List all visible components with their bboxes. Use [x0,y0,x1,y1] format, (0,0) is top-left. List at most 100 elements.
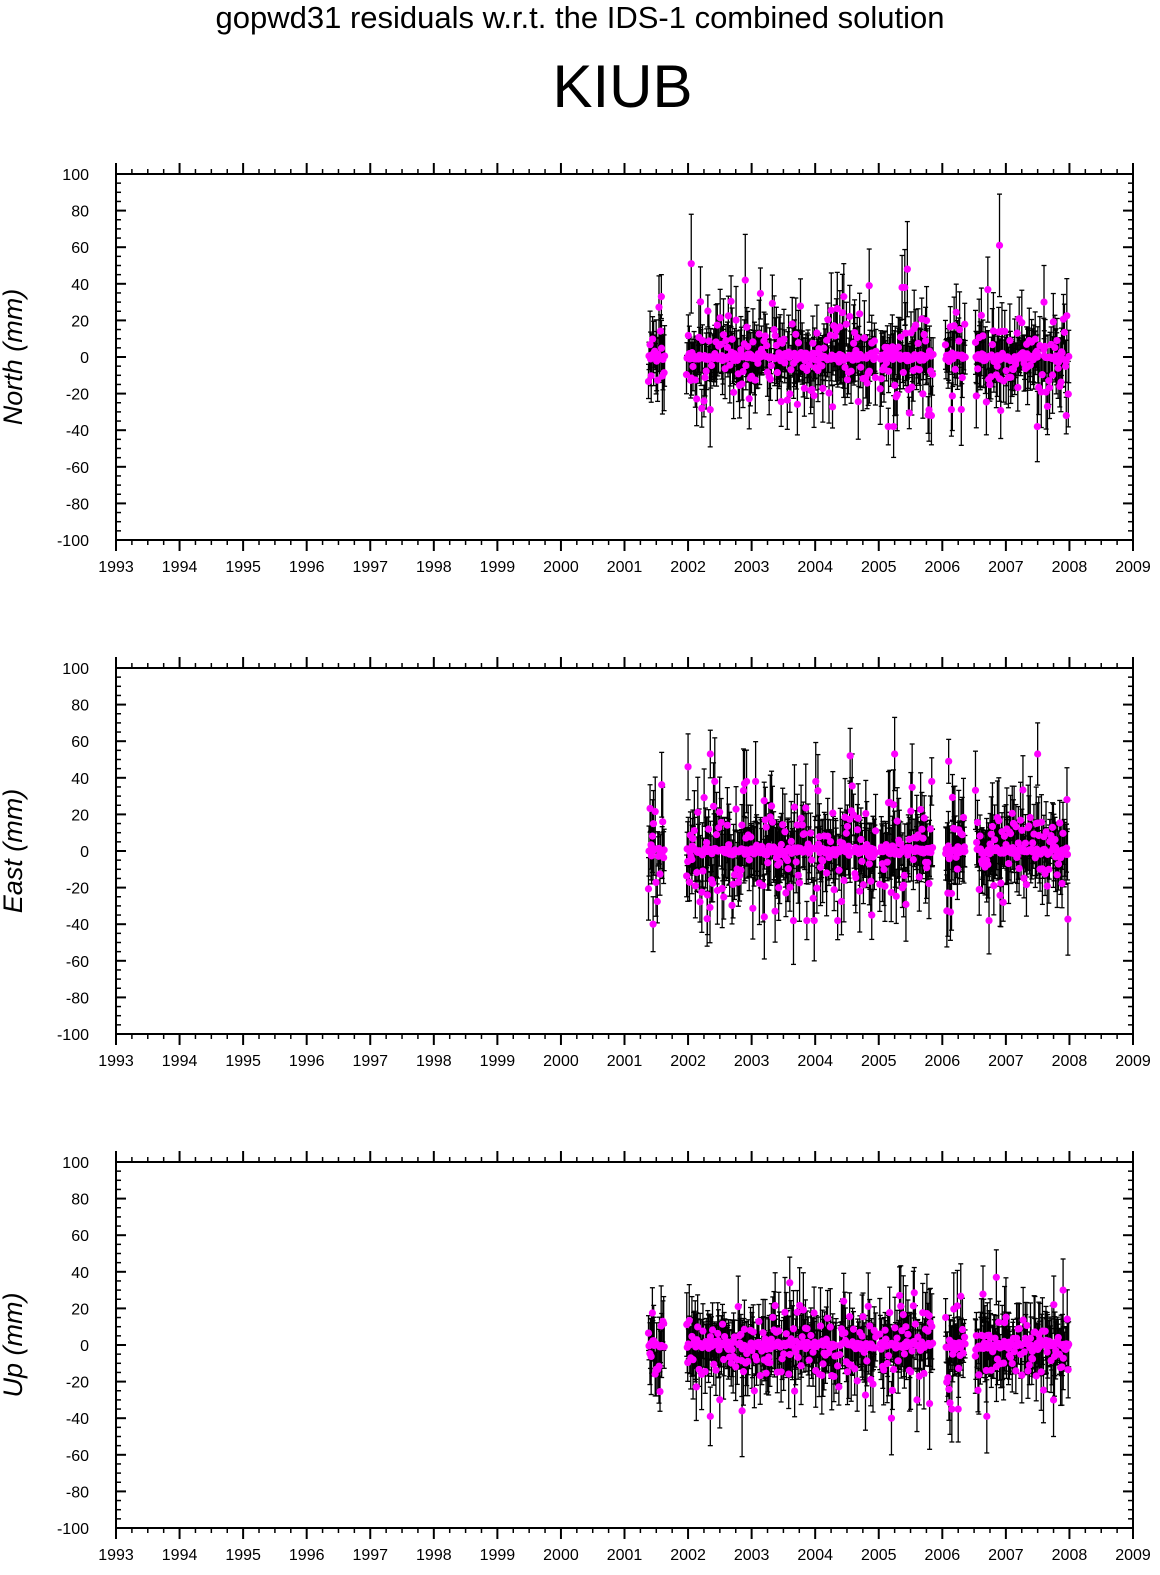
data-point [800,830,808,838]
data-point [1038,371,1046,379]
data-point [986,381,994,389]
data-point [1034,351,1042,359]
x-tick-label: 2003 [734,1053,770,1070]
data-point [850,339,858,347]
data-point [956,326,964,334]
data-point [951,365,959,373]
data-point [1048,823,1057,831]
data-point [1034,750,1042,758]
data-point [660,369,668,377]
data-point [728,335,736,343]
data-point [737,866,745,874]
data-point [979,332,987,340]
data-point [838,309,847,317]
data-point [1026,813,1034,822]
y-tick-label: -40 [66,423,89,440]
data-point [928,370,937,378]
data-point [723,821,731,829]
data-point [777,397,785,406]
data-point [760,797,768,805]
data-point [917,805,925,814]
data-point [717,818,725,827]
data-point [749,338,757,346]
data-point [848,782,856,790]
data-point [773,368,781,377]
data-point [770,326,778,334]
data-point [1057,378,1065,386]
data-point [988,822,997,831]
data-point [644,885,653,893]
data-point [657,293,665,301]
data-point [1040,298,1048,306]
data-point [1054,364,1062,372]
data-point [781,359,789,367]
data-point [1048,371,1057,379]
data-point [813,884,821,892]
data-point [1029,839,1037,847]
data-point [702,367,710,375]
data-point [701,373,709,382]
data-point [1053,336,1061,345]
data-point [716,314,724,322]
data-point [702,839,711,847]
data-point [661,352,669,360]
data-point [950,322,958,330]
data-point [786,883,794,891]
data-point [741,276,749,284]
data-point [649,820,658,828]
data-point [1016,816,1025,824]
data-point [881,882,889,890]
x-tick-label: 1998 [416,559,452,576]
data-point [792,330,800,338]
data-point [812,777,820,786]
data-point [997,406,1005,415]
data-point [649,920,657,928]
data-point [912,321,920,329]
data-point [816,863,825,871]
y-tick-label: 100 [62,167,89,184]
data-point [977,311,985,319]
y-axis-label: East (mm) [0,789,28,914]
data-point [961,847,969,855]
data-point [824,832,832,840]
data-point [798,821,806,829]
data-point [988,341,996,349]
data-point [897,333,905,341]
data-point [734,878,742,886]
data-point [1000,832,1009,840]
data-point [870,337,879,345]
data-point [707,361,716,370]
data-point [745,856,753,864]
data-point [784,865,792,873]
data-point [684,331,692,340]
data-point [843,376,852,384]
data-point [660,854,668,862]
x-tick-label: 1997 [352,1053,388,1070]
y-tick-label: -60 [66,954,89,971]
data-point [823,336,831,344]
x-tick-label: 2008 [1052,559,1088,576]
data-point [759,881,767,890]
data-point [698,336,707,345]
data-point [1025,822,1033,830]
data-point [1007,373,1015,381]
data-point [919,390,927,398]
data-point [863,379,871,387]
y-tick-label: -100 [57,533,89,550]
data-point [1058,879,1066,888]
data-point [1062,844,1071,852]
data-point [655,303,663,311]
x-tick-label: 1999 [480,559,516,576]
data-point [854,398,862,406]
x-tick-label: 1994 [162,559,198,576]
data-point [961,353,969,361]
data-point [794,339,803,347]
data-point [999,898,1007,906]
data-point [793,400,801,408]
data-point [865,282,873,290]
data-point [919,834,927,842]
data-point [860,334,869,342]
data-point [1022,881,1031,889]
data-point [900,871,908,880]
